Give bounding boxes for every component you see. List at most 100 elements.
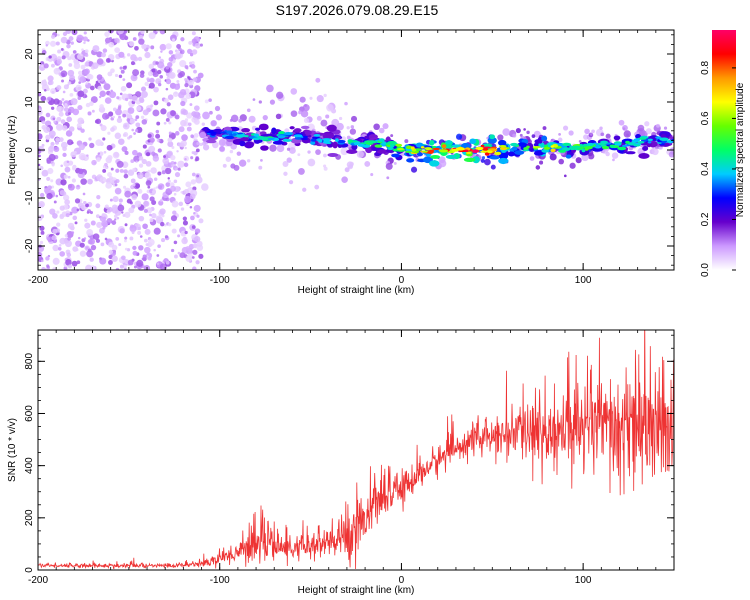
noise-blob [65,213,70,218]
y-tick-label: 800 [24,353,35,370]
ridge-core [313,134,321,137]
noise-blob [184,195,192,204]
ridge-halo [288,180,294,185]
noise-blob [179,60,187,68]
noise-blob [50,88,56,95]
noise-blob [187,48,193,54]
ridge-halo [618,119,625,126]
ridge-halo [323,166,328,171]
noise-blob [145,243,149,247]
noise-blob [168,50,174,55]
ridge-band [497,139,507,146]
ridge-halo [299,96,306,103]
x-tick-label: 0 [399,275,405,286]
noise-blob [144,246,151,254]
noise-blob [171,38,176,42]
noise-blob [53,120,57,124]
noise-blob [177,167,181,171]
noise-blob [83,41,86,45]
noise-blob [133,132,136,135]
noise-blob [178,126,185,133]
ridge-core [472,149,479,153]
noise-blob [51,235,57,241]
ridge-halo [282,161,289,168]
noise-blob [83,31,87,35]
ridge-halo [316,95,324,103]
noise-blob [177,251,181,255]
noise-blob [49,208,56,215]
ridge-band [533,151,544,156]
ridge-band [255,127,261,131]
noise-blob [77,105,83,111]
ridge-core [322,138,332,142]
noise-blob [67,236,71,241]
noise-blob [184,82,189,88]
noise-blob [56,85,62,91]
ridge-halo [315,149,321,156]
ridge-core [236,134,245,138]
ridge-band [415,142,424,148]
noise-blob [195,176,203,184]
ridge-band [205,139,217,144]
ridge-core [441,144,447,148]
ridge-core [494,151,502,156]
noise-blob [124,223,128,227]
noise-blob [114,47,121,54]
colorbar-tick-label: 0.0 [700,263,711,277]
noise-blob [60,164,64,168]
noise-blob [79,250,87,257]
noise-blob [190,134,194,138]
noise-blob [191,38,198,44]
noise-blob [177,83,180,86]
noise-blob [131,95,138,102]
noise-blob [55,123,63,131]
noise-blob [38,251,43,259]
ridge-halo [531,134,536,138]
noise-blob [102,48,108,53]
ridge-halo [599,126,603,130]
ridge-core [421,150,428,153]
noise-blob [149,196,155,202]
noise-blob [68,63,73,67]
noise-blob [76,122,82,128]
ridge-core [572,145,581,149]
noise-blob [95,80,99,84]
noise-blob [138,163,144,168]
noise-blob [38,215,43,222]
noise-blob [168,121,172,125]
ridge-core [410,146,415,150]
noise-blob [122,133,127,137]
noise-blob [89,257,94,262]
ridge-core [562,142,572,147]
ridge-halo [578,140,582,143]
noise-blob [53,98,60,105]
ridge-band [271,127,277,135]
noise-blob [114,187,122,195]
noise-blob [196,141,200,146]
noise-blob [56,222,61,227]
noise-blob [100,242,105,247]
noise-blob [191,31,196,36]
ridge-halo [320,119,328,127]
noise-blob [104,37,111,44]
noise-blob [155,133,161,139]
noise-blob [95,118,102,125]
noise-blob [116,96,120,100]
noise-blob [71,260,78,267]
noise-blob [118,198,123,203]
noise-blob [67,175,71,179]
noise-blob [187,122,192,127]
noise-blob [191,151,195,155]
ridge-band [346,149,358,154]
colorbar-tick-label: 0.6 [700,111,711,125]
noise-blob [193,119,200,125]
noise-blob [78,143,85,151]
noise-blob [126,53,131,57]
noise-blob [64,102,68,106]
noise-blob [151,68,156,73]
ridge-halo [289,147,296,154]
noise-blob [67,222,75,230]
ridge-band [304,130,312,136]
noise-blob [124,211,131,218]
